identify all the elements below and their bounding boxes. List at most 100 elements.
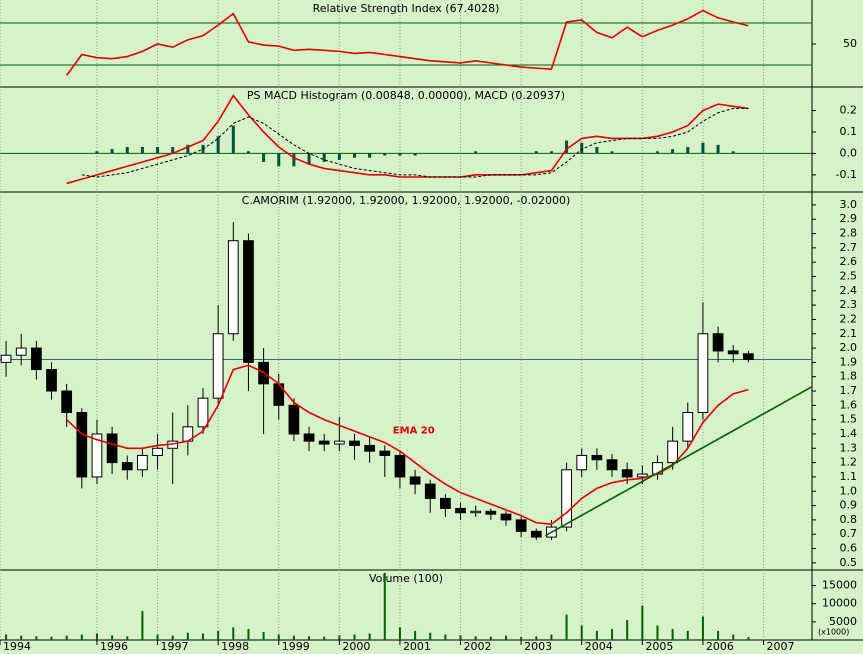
volume-bar xyxy=(80,634,83,640)
candle-body xyxy=(485,510,497,515)
volume-bar xyxy=(520,637,523,640)
volume-bar xyxy=(323,636,326,640)
histogram-bar xyxy=(216,136,220,154)
volume-bar xyxy=(732,634,735,640)
volume-bar xyxy=(35,636,38,640)
volume-bar xyxy=(747,637,750,640)
candle-body xyxy=(636,473,648,478)
histogram-bar xyxy=(549,151,553,154)
volume-bar xyxy=(65,635,68,640)
candle-body xyxy=(409,476,421,485)
volume-bar xyxy=(383,572,386,640)
x-tick-label: 2002 xyxy=(464,640,492,653)
volume-bar xyxy=(414,630,417,640)
y-tick-label: -0.1 xyxy=(836,168,857,181)
candle-body xyxy=(591,454,603,461)
histogram-bar xyxy=(383,153,387,156)
y-tick-label: 1.7 xyxy=(840,384,858,397)
y-tick-label: 2.3 xyxy=(840,298,858,311)
candle-body xyxy=(76,412,88,478)
y-tick-label: 1.5 xyxy=(840,413,858,426)
y-tick-label: 0.7 xyxy=(840,527,858,540)
candle-body xyxy=(606,459,618,471)
volume-bar xyxy=(656,625,659,640)
histogram-bar xyxy=(731,151,735,154)
volume-bar xyxy=(126,636,129,640)
x-tick-label: 1997 xyxy=(161,640,189,653)
volume-bar xyxy=(50,636,53,640)
candle-body xyxy=(349,440,360,446)
candle-body xyxy=(152,447,163,456)
volume-bar xyxy=(671,629,674,640)
x-tick-label: 2007 xyxy=(767,640,795,653)
candle-body xyxy=(15,347,27,356)
histogram-bar xyxy=(534,151,538,154)
histogram-bar xyxy=(352,153,356,158)
candle-body xyxy=(424,483,436,499)
histogram-bar xyxy=(565,140,569,154)
candle-body xyxy=(303,433,315,442)
histogram-bar xyxy=(368,153,372,158)
histogram-bar xyxy=(307,153,311,165)
candle-body xyxy=(697,333,709,413)
y-tick-label: 2.1 xyxy=(840,327,858,340)
volume-bar xyxy=(550,634,553,640)
candle-body xyxy=(470,510,482,514)
y-tick-label: 15000 xyxy=(822,579,857,592)
candle-body xyxy=(682,412,694,442)
histogram-bar xyxy=(231,125,235,154)
y-tick-label: 2.4 xyxy=(840,284,858,297)
candle-body xyxy=(576,454,588,471)
candle-body xyxy=(530,530,542,538)
candle-body xyxy=(212,333,224,399)
volume-bar xyxy=(141,610,144,640)
volume-bar xyxy=(535,636,538,640)
histogram-bar xyxy=(686,147,690,154)
volume-bar xyxy=(95,633,98,640)
y-tick-label: 0.9 xyxy=(840,499,858,512)
panel-title: C.AMORIM (1.92000, 1.92000, 1.92000, 1.9… xyxy=(242,194,571,207)
y-tick-label: 3.0 xyxy=(840,198,858,211)
candle-body xyxy=(712,333,724,352)
candle-body xyxy=(91,433,103,478)
y-tick-label: 1.3 xyxy=(840,441,858,454)
y-tick-label: 0.0 xyxy=(840,146,858,159)
x-tick-label: 1994 xyxy=(3,640,31,653)
y-tick-label: 1.2 xyxy=(840,456,858,469)
volume-bar xyxy=(262,632,265,640)
candle-body xyxy=(227,240,239,335)
series-line xyxy=(66,364,749,526)
histogram-bar xyxy=(95,151,99,154)
histogram-bar xyxy=(701,142,705,154)
volume-bar xyxy=(247,629,250,640)
x-tick-label: 2004 xyxy=(585,640,613,653)
candle-body xyxy=(137,454,148,471)
volume-bar xyxy=(111,635,114,640)
series-line xyxy=(81,107,749,178)
candle-body xyxy=(394,454,406,478)
candle-body xyxy=(500,513,512,521)
candle-body xyxy=(121,462,133,471)
candle-body xyxy=(667,440,678,464)
volume-bar xyxy=(504,635,507,640)
volume-bar xyxy=(641,605,644,640)
volume-bar xyxy=(368,633,371,640)
histogram-bar xyxy=(398,153,402,156)
x-tick-label: 2000 xyxy=(342,640,370,653)
y-tick-label: 1.8 xyxy=(840,370,858,383)
panel-title: Volume (100) xyxy=(369,572,443,585)
candle-body xyxy=(561,469,572,528)
candle-body xyxy=(243,240,254,363)
volume-bar xyxy=(353,634,356,640)
histogram-bar xyxy=(322,153,326,162)
volume-bar xyxy=(717,630,720,640)
volume-bar xyxy=(611,629,614,640)
volume-bar xyxy=(686,630,689,640)
candle-body xyxy=(621,469,633,478)
volume-bar xyxy=(338,635,341,640)
volume-bar xyxy=(171,635,174,640)
candle-body xyxy=(743,353,754,361)
candle-body xyxy=(0,354,12,363)
histogram-bar xyxy=(156,147,160,154)
